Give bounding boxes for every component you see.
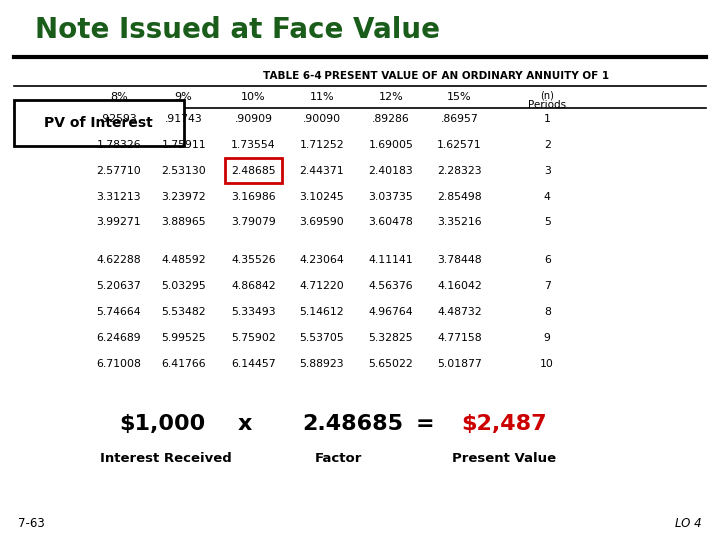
Text: 7: 7 (544, 281, 551, 291)
Text: =: = (415, 414, 434, 434)
Text: 4.35526: 4.35526 (231, 255, 276, 265)
Text: 1.73554: 1.73554 (231, 140, 276, 150)
Text: 5.33493: 5.33493 (231, 307, 276, 317)
Text: 5.74664: 5.74664 (96, 307, 141, 317)
Text: 1.75911: 1.75911 (161, 140, 206, 150)
Text: 3.31213: 3.31213 (96, 192, 141, 201)
Text: 3.60478: 3.60478 (369, 218, 413, 227)
Text: .89286: .89286 (372, 114, 410, 124)
Text: .86957: .86957 (441, 114, 478, 124)
Text: 4.56376: 4.56376 (369, 281, 413, 291)
Text: 4.48732: 4.48732 (437, 307, 482, 317)
Text: 5.01877: 5.01877 (437, 359, 482, 369)
Text: 5.03295: 5.03295 (161, 281, 206, 291)
Text: 5: 5 (544, 218, 551, 227)
Text: TABLE 6-4: TABLE 6-4 (263, 71, 322, 80)
Text: 1.69005: 1.69005 (369, 140, 413, 150)
Text: 15%: 15% (447, 92, 472, 102)
Text: 5.20637: 5.20637 (96, 281, 141, 291)
Text: 5.75902: 5.75902 (231, 333, 276, 343)
Text: 9: 9 (544, 333, 551, 343)
Text: 3.79079: 3.79079 (231, 218, 276, 227)
Text: 3.88965: 3.88965 (161, 218, 206, 227)
Text: 6.14457: 6.14457 (231, 359, 276, 369)
Text: 4.71220: 4.71220 (300, 281, 344, 291)
Text: 4.62288: 4.62288 (96, 255, 141, 265)
Text: 2.85498: 2.85498 (437, 192, 482, 201)
Text: 4.86842: 4.86842 (231, 281, 276, 291)
Text: 3.03735: 3.03735 (369, 192, 413, 201)
Text: 8%: 8% (110, 92, 127, 102)
Text: 2.48685: 2.48685 (231, 166, 276, 176)
Text: 5.53705: 5.53705 (300, 333, 344, 343)
Text: 4.48592: 4.48592 (161, 255, 206, 265)
FancyBboxPatch shape (14, 100, 184, 146)
Text: 3.69590: 3.69590 (300, 218, 344, 227)
Text: 12%: 12% (379, 92, 403, 102)
Text: 4.96764: 4.96764 (369, 307, 413, 317)
Text: 6.71008: 6.71008 (96, 359, 141, 369)
Text: (n): (n) (540, 91, 554, 101)
Text: 10: 10 (540, 359, 554, 369)
Text: 2: 2 (544, 140, 551, 150)
Text: 6: 6 (544, 255, 551, 265)
Text: 3.16986: 3.16986 (231, 192, 276, 201)
Text: 3.99271: 3.99271 (96, 218, 141, 227)
Text: 5.99525: 5.99525 (161, 333, 206, 343)
Text: 5.14612: 5.14612 (300, 307, 344, 317)
Text: 3.10245: 3.10245 (300, 192, 344, 201)
Text: .90090: .90090 (303, 114, 341, 124)
Text: 2.57710: 2.57710 (96, 166, 141, 176)
Text: .92593: .92593 (100, 114, 138, 124)
Text: 2.28323: 2.28323 (437, 166, 482, 176)
Text: $2,487: $2,487 (462, 414, 546, 434)
Text: 3.23972: 3.23972 (161, 192, 206, 201)
Text: 4.77158: 4.77158 (437, 333, 482, 343)
Text: 4.16042: 4.16042 (437, 281, 482, 291)
Text: 7-63: 7-63 (18, 517, 45, 530)
Text: 2.48685: 2.48685 (302, 414, 403, 434)
Text: 1.78326: 1.78326 (96, 140, 141, 150)
Text: 5.32825: 5.32825 (369, 333, 413, 343)
Text: 5.65022: 5.65022 (369, 359, 413, 369)
Text: 1.71252: 1.71252 (300, 140, 344, 150)
Text: 6.24689: 6.24689 (96, 333, 141, 343)
Text: LO 4: LO 4 (675, 517, 702, 530)
Text: 5.88923: 5.88923 (300, 359, 344, 369)
Text: 1.62571: 1.62571 (437, 140, 482, 150)
Text: 1: 1 (544, 114, 551, 124)
Text: 5.53482: 5.53482 (161, 307, 206, 317)
Text: 9%: 9% (175, 92, 192, 102)
Text: 11%: 11% (310, 92, 334, 102)
Text: 2.40183: 2.40183 (369, 166, 413, 176)
Text: 10%: 10% (241, 92, 266, 102)
FancyBboxPatch shape (225, 158, 282, 183)
Text: PV of Interest: PV of Interest (44, 116, 153, 130)
Text: 2.53130: 2.53130 (161, 166, 206, 176)
Text: 4.23064: 4.23064 (300, 255, 344, 265)
Text: $1,000: $1,000 (119, 414, 205, 434)
Text: Periods: Periods (528, 100, 566, 110)
Text: .91743: .91743 (165, 114, 202, 124)
Text: Present Value: Present Value (452, 453, 556, 465)
Text: Interest Received: Interest Received (100, 453, 231, 465)
Text: 3.35216: 3.35216 (437, 218, 482, 227)
Text: x: x (238, 414, 252, 434)
Text: 4.11141: 4.11141 (369, 255, 413, 265)
Text: Note Issued at Face Value: Note Issued at Face Value (35, 16, 439, 44)
Text: Factor: Factor (315, 453, 362, 465)
Text: .90909: .90909 (235, 114, 272, 124)
Text: 8: 8 (544, 307, 551, 317)
Text: 4: 4 (544, 192, 551, 201)
Text: 3.78448: 3.78448 (437, 255, 482, 265)
Text: 2.44371: 2.44371 (300, 166, 344, 176)
Text: PRESENT VALUE OF AN ORDINARY ANNUITY OF 1: PRESENT VALUE OF AN ORDINARY ANNUITY OF … (317, 71, 609, 80)
Text: 6.41766: 6.41766 (161, 359, 206, 369)
Text: 3: 3 (544, 166, 551, 176)
